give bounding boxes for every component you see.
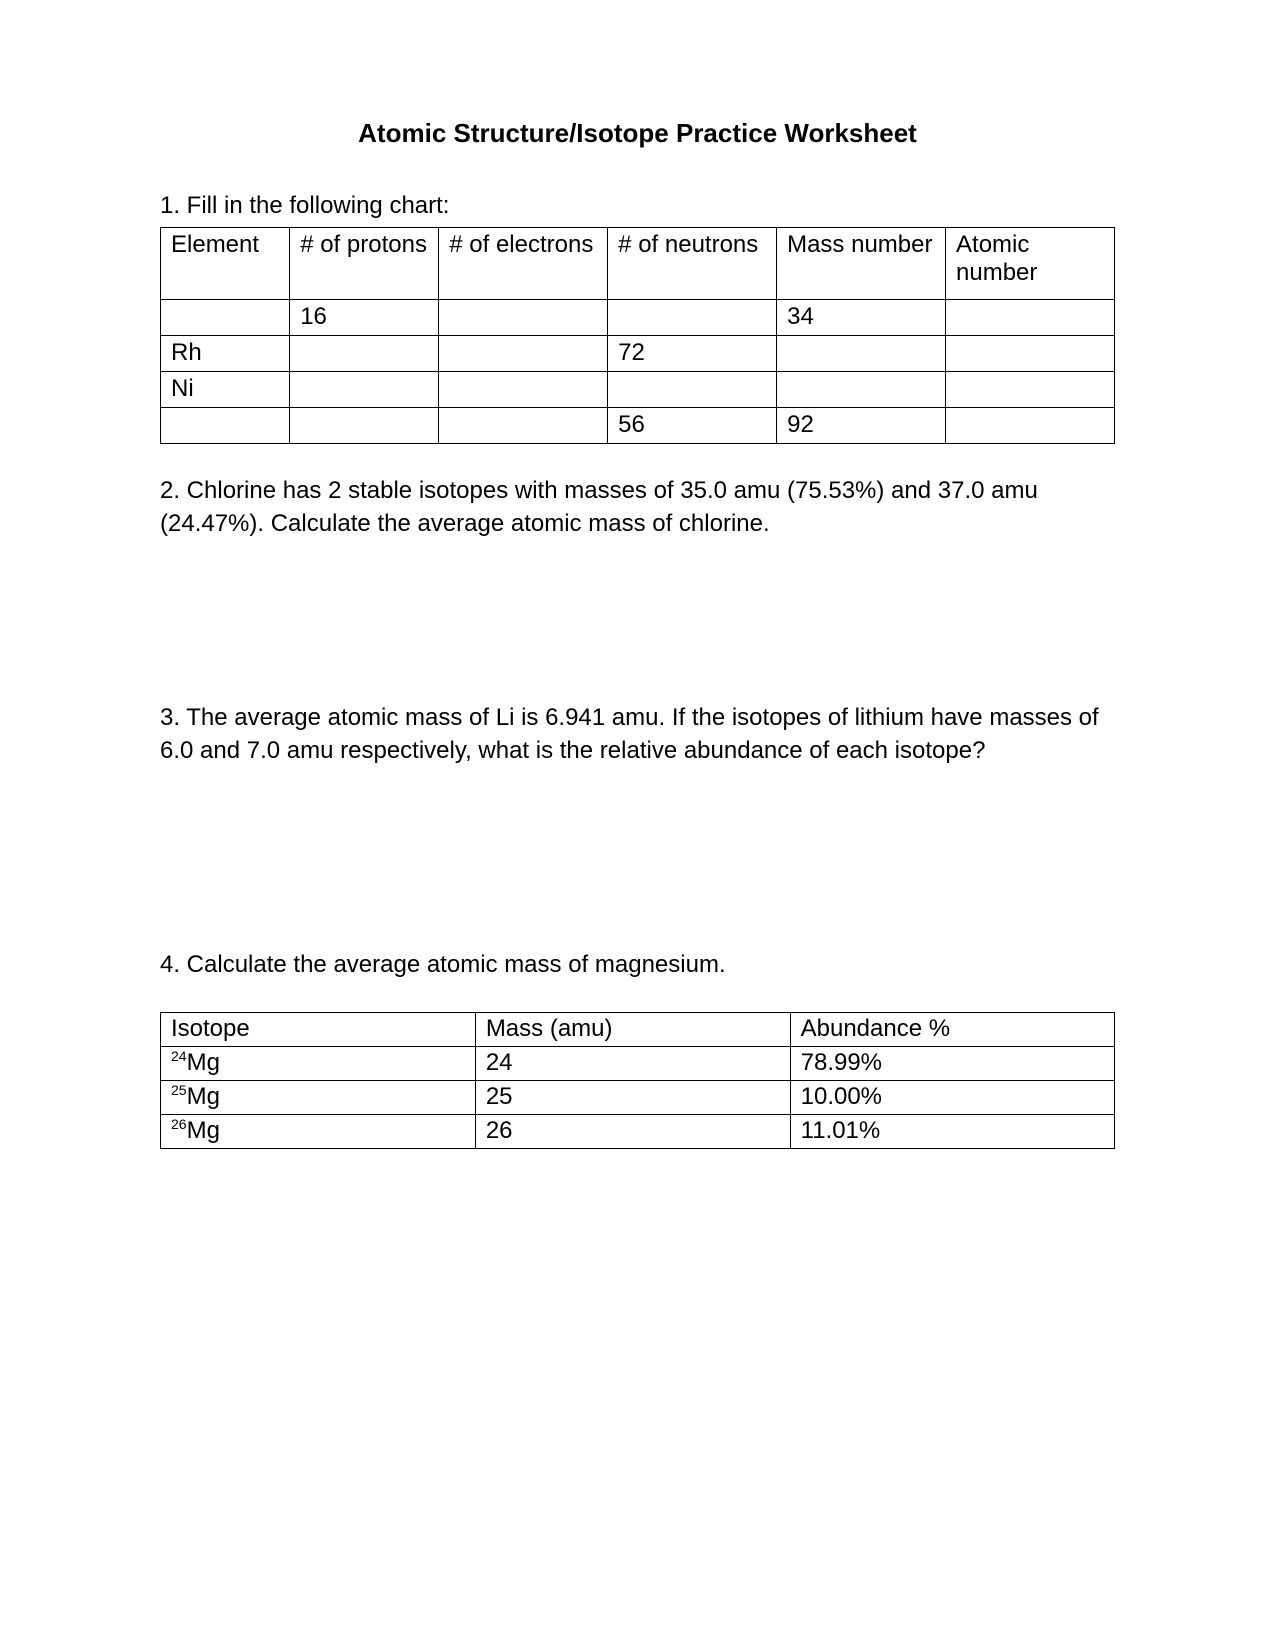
isotope-sym: Mg (187, 1117, 220, 1144)
cell: 56 (608, 407, 777, 443)
cell (946, 299, 1115, 335)
cell (439, 407, 608, 443)
cell: 34 (777, 299, 946, 335)
cell-isotope: 24Mg (161, 1046, 476, 1080)
cell (439, 335, 608, 371)
question-4-text: 4. Calculate the average atomic mass of … (160, 948, 1115, 982)
table-header-row: Isotope Mass (amu) Abundance % (161, 1012, 1115, 1046)
cell-mass: 25 (475, 1080, 790, 1114)
col-header-isotope: Isotope (161, 1012, 476, 1046)
col-header-neutrons: # of neutrons (608, 227, 777, 299)
question-1-text: 1. Fill in the following chart: (160, 189, 1115, 223)
cell (161, 407, 290, 443)
cell-mass: 26 (475, 1114, 790, 1148)
chart-table-1: Element # of protons # of electrons # of… (160, 227, 1115, 444)
question-3-text: 3. The average atomic mass of Li is 6.94… (160, 701, 1115, 768)
cell (608, 299, 777, 335)
cell (439, 371, 608, 407)
cell (290, 371, 439, 407)
cell (777, 335, 946, 371)
table-row: Rh 72 (161, 335, 1115, 371)
table-header-row: Element # of protons # of electrons # of… (161, 227, 1115, 299)
col-header-mass: Mass (amu) (475, 1012, 790, 1046)
isotope-sym: Mg (187, 1083, 220, 1110)
isotope-sup: 25 (171, 1082, 187, 1098)
table-row: 26Mg 26 11.01% (161, 1114, 1115, 1148)
worksheet-title: Atomic Structure/Isotope Practice Worksh… (160, 118, 1115, 149)
cell-abundance: 78.99% (790, 1046, 1114, 1080)
question-2-text: 2. Chlorine has 2 stable isotopes with m… (160, 474, 1115, 541)
table-row: 16 34 (161, 299, 1115, 335)
col-header-atomic: Atomic number (946, 227, 1115, 299)
cell (290, 335, 439, 371)
cell-abundance: 10.00% (790, 1080, 1114, 1114)
cell (946, 335, 1115, 371)
cell-mass: 24 (475, 1046, 790, 1080)
table-row: 56 92 (161, 407, 1115, 443)
cell: 92 (777, 407, 946, 443)
col-header-mass: Mass number (777, 227, 946, 299)
col-header-electrons: # of electrons (439, 227, 608, 299)
isotope-sup: 24 (171, 1048, 187, 1064)
isotope-sym: Mg (187, 1049, 220, 1076)
cell (161, 299, 290, 335)
cell: Rh (161, 335, 290, 371)
cell: 16 (290, 299, 439, 335)
table-row: 25Mg 25 10.00% (161, 1080, 1115, 1114)
isotope-sup: 26 (171, 1116, 187, 1132)
cell: 72 (608, 335, 777, 371)
cell (946, 371, 1115, 407)
cell (608, 371, 777, 407)
cell: Ni (161, 371, 290, 407)
cell (290, 407, 439, 443)
cell-isotope: 26Mg (161, 1114, 476, 1148)
worksheet-page: Atomic Structure/Isotope Practice Worksh… (0, 0, 1275, 1149)
cell-abundance: 11.01% (790, 1114, 1114, 1148)
cell (439, 299, 608, 335)
cell (946, 407, 1115, 443)
table-row: 24Mg 24 78.99% (161, 1046, 1115, 1080)
col-header-element: Element (161, 227, 290, 299)
col-header-protons: # of protons (290, 227, 439, 299)
cell-isotope: 25Mg (161, 1080, 476, 1114)
cell (777, 371, 946, 407)
table-row: Ni (161, 371, 1115, 407)
col-header-abundance: Abundance % (790, 1012, 1114, 1046)
chart-table-2: Isotope Mass (amu) Abundance % 24Mg 24 7… (160, 1012, 1115, 1149)
